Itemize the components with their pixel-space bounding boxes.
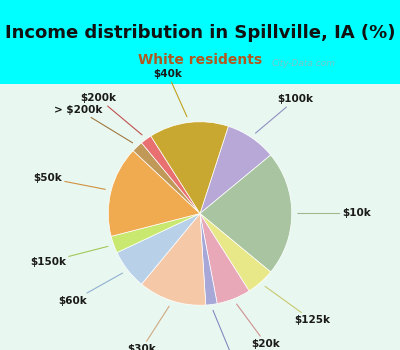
Wedge shape	[200, 214, 271, 291]
Wedge shape	[200, 126, 271, 214]
Text: > $200k: > $200k	[54, 105, 133, 143]
Wedge shape	[111, 214, 200, 253]
Wedge shape	[200, 214, 249, 303]
Wedge shape	[117, 214, 200, 284]
Wedge shape	[142, 136, 200, 214]
Wedge shape	[200, 155, 292, 272]
Text: $125k: $125k	[265, 286, 330, 326]
Text: $50k: $50k	[33, 173, 105, 189]
Text: Income distribution in Spillville, IA (%): Income distribution in Spillville, IA (%…	[5, 23, 395, 42]
Text: $100k: $100k	[256, 94, 314, 133]
Text: $10k: $10k	[298, 209, 371, 218]
Wedge shape	[200, 214, 217, 305]
Wedge shape	[108, 151, 200, 236]
Text: $200k: $200k	[80, 93, 142, 135]
Wedge shape	[133, 143, 200, 214]
Text: $150k: $150k	[30, 246, 108, 267]
Wedge shape	[142, 214, 206, 305]
Wedge shape	[151, 122, 228, 214]
Text: White residents: White residents	[138, 54, 262, 68]
Text: $40k: $40k	[154, 69, 187, 117]
Text: $60k: $60k	[59, 273, 122, 306]
Text: City-Data.com: City-Data.com	[272, 59, 336, 68]
Text: $20k: $20k	[237, 304, 280, 349]
Text: $75k: $75k	[213, 310, 247, 350]
Text: $30k: $30k	[127, 306, 169, 350]
